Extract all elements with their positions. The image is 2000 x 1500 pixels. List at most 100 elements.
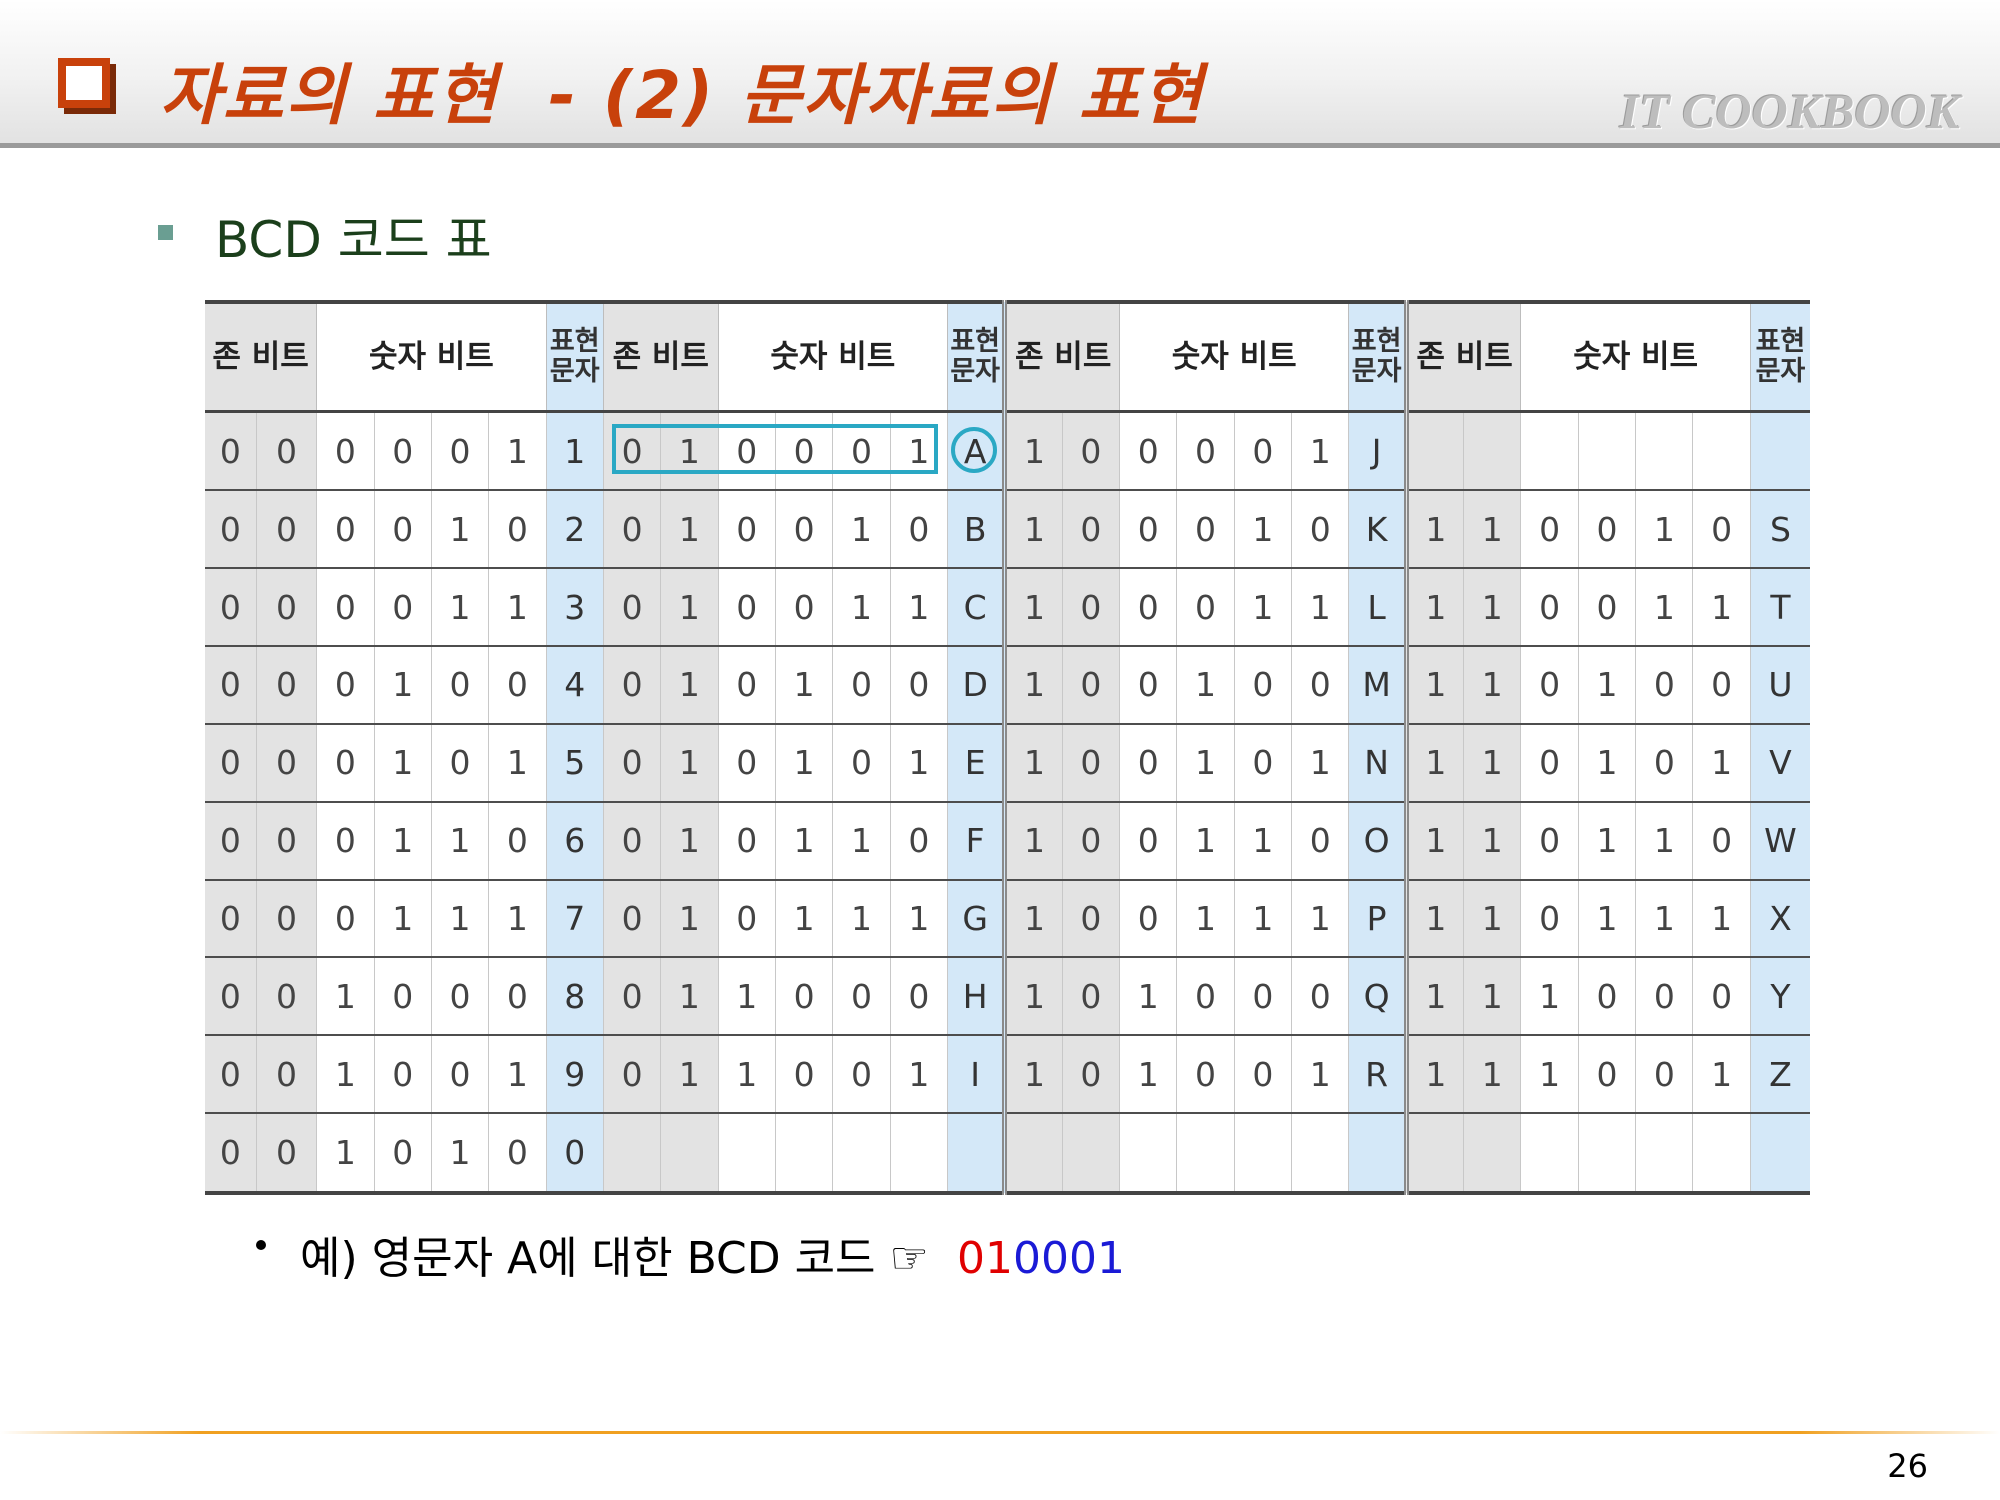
digit-bit-cell: 0: [1119, 879, 1178, 959]
digit-bit-cell: 0: [1119, 646, 1178, 725]
digit-bit-cell: 0: [430, 723, 490, 803]
digit-bit-cell: 1: [1233, 879, 1293, 959]
zone-bit-cell: 1: [660, 723, 719, 803]
digit-bit-cell: 0: [1520, 646, 1579, 725]
header-digit-bits: 숫자 비트: [1119, 302, 1350, 413]
digit-bit-cell: 1: [488, 1035, 547, 1115]
zone-bit-cell: 0: [205, 1035, 257, 1115]
char-cell: X: [1749, 879, 1810, 959]
zone-bit-cell: 1: [1403, 801, 1465, 881]
digit-bit-cell: 0: [1577, 568, 1637, 648]
digit-bit-cell: 0: [488, 957, 547, 1037]
zone-bit-cell: 1: [1002, 490, 1063, 570]
char-cell: Z: [1749, 1035, 1810, 1115]
char-cell: [1749, 411, 1810, 492]
highlight-box-a-code: [612, 424, 938, 474]
digit-bit-cell: 0: [1291, 801, 1350, 881]
digit-bit-cell: 0: [316, 879, 375, 959]
digit-bit-cell: 1: [1176, 723, 1235, 803]
zone-bit-cell: 0: [602, 568, 662, 648]
digit-bit-cell: 0: [832, 646, 891, 725]
digit-bit-cell: 1: [1577, 646, 1637, 725]
digit-bit-cell: 0: [1577, 1035, 1637, 1115]
zone-bit-cell: 0: [602, 646, 662, 725]
header-zone-bits: 존 비트: [1403, 302, 1522, 413]
zone-bit-cell: 0: [255, 957, 318, 1037]
digit-bit-cell: 0: [717, 723, 776, 803]
digit-bit-cell: 1: [1233, 490, 1293, 570]
digit-bit-cell: 1: [1233, 801, 1293, 881]
digit-bit-cell: [1291, 1113, 1350, 1194]
digit-bit-cell: 0: [774, 1035, 834, 1115]
digit-bit-cell: 0: [1233, 1035, 1293, 1115]
digit-bit-cell: 1: [1176, 646, 1235, 725]
digit-bit-cell: 1: [1635, 801, 1694, 881]
char-cell: 5: [545, 723, 604, 803]
digit-bit-cell: 0: [373, 568, 432, 648]
char-cell: J: [1348, 411, 1407, 492]
header-zone-bits: 존 비트: [1002, 302, 1121, 413]
zone-bit-cell: 0: [255, 1035, 318, 1115]
digit-bit-cell: 0: [1176, 411, 1235, 492]
digit-bit-cell: 1: [1692, 1035, 1751, 1115]
char-cell: H: [946, 957, 1006, 1037]
zone-bit-cell: 0: [1061, 879, 1121, 959]
zone-bit-cell: 0: [1061, 723, 1121, 803]
zone-bit-cell: 1: [1463, 568, 1522, 648]
digit-bit-cell: 0: [1176, 957, 1235, 1037]
digit-bit-cell: 0: [1577, 490, 1637, 570]
zone-bit-cell: 1: [1403, 1035, 1465, 1115]
digit-bit-cell: 1: [488, 568, 547, 648]
zone-bit-cell: 1: [1403, 879, 1465, 959]
digit-bit-cell: 1: [1291, 879, 1350, 959]
digit-bit-cell: 1: [1635, 879, 1694, 959]
digit-bit-cell: 1: [1520, 1035, 1579, 1115]
char-cell: Q: [1348, 957, 1407, 1037]
digit-bit-cell: 1: [889, 723, 948, 803]
digit-bit-cell: [1635, 411, 1694, 492]
digit-bit-cell: 0: [889, 646, 948, 725]
digit-bit-cell: 0: [774, 957, 834, 1037]
digit-bit-cell: 0: [316, 801, 375, 881]
digit-bit-cell: 0: [717, 801, 776, 881]
char-cell: U: [1749, 646, 1810, 725]
digit-bit-cell: 0: [717, 490, 776, 570]
zone-bit-cell: 1: [1463, 490, 1522, 570]
zone-bit-cell: 0: [1061, 1035, 1121, 1115]
digit-bit-cell: 0: [1635, 957, 1694, 1037]
char-cell: F: [946, 801, 1006, 881]
digit-bit-cell: 0: [430, 957, 490, 1037]
zone-bit-cell: 1: [1403, 568, 1465, 648]
digit-bit-cell: 1: [774, 879, 834, 959]
digit-bit-cell: [1520, 1113, 1579, 1194]
char-cell: P: [1348, 879, 1407, 959]
char-cell: Y: [1749, 957, 1810, 1037]
digit-bit-cell: 0: [1233, 957, 1293, 1037]
zone-bit-cell: 1: [1002, 568, 1063, 648]
digit-bit-cell: 1: [1635, 490, 1694, 570]
digit-bit-cell: 1: [316, 957, 375, 1037]
digit-bit-cell: 0: [430, 411, 490, 492]
char-cell: R: [1348, 1035, 1407, 1115]
zone-bit-cell: 0: [1061, 801, 1121, 881]
char-cell: C: [946, 568, 1006, 648]
header-char: 표현 문자: [1348, 302, 1407, 413]
digit-bit-cell: 1: [832, 801, 891, 881]
digit-bit-cell: 1: [832, 879, 891, 959]
digit-bit-cell: 0: [373, 957, 432, 1037]
example-note: 예) 영문자 A에 대한 BCD 코드 ☞ 010001: [300, 1222, 1125, 1286]
zone-bit-cell: 0: [602, 1035, 662, 1115]
digit-bit-cell: 1: [1692, 568, 1751, 648]
digit-bit-cell: 1: [774, 723, 834, 803]
digit-bit-cell: [774, 1113, 834, 1194]
char-cell: N: [1348, 723, 1407, 803]
zone-bit-cell: 1: [1463, 879, 1522, 959]
digit-bit-cell: 1: [1520, 957, 1579, 1037]
zone-bit-cell: 1: [660, 568, 719, 648]
digit-bit-cell: 0: [1119, 411, 1178, 492]
digit-bit-cell: 1: [1577, 801, 1637, 881]
